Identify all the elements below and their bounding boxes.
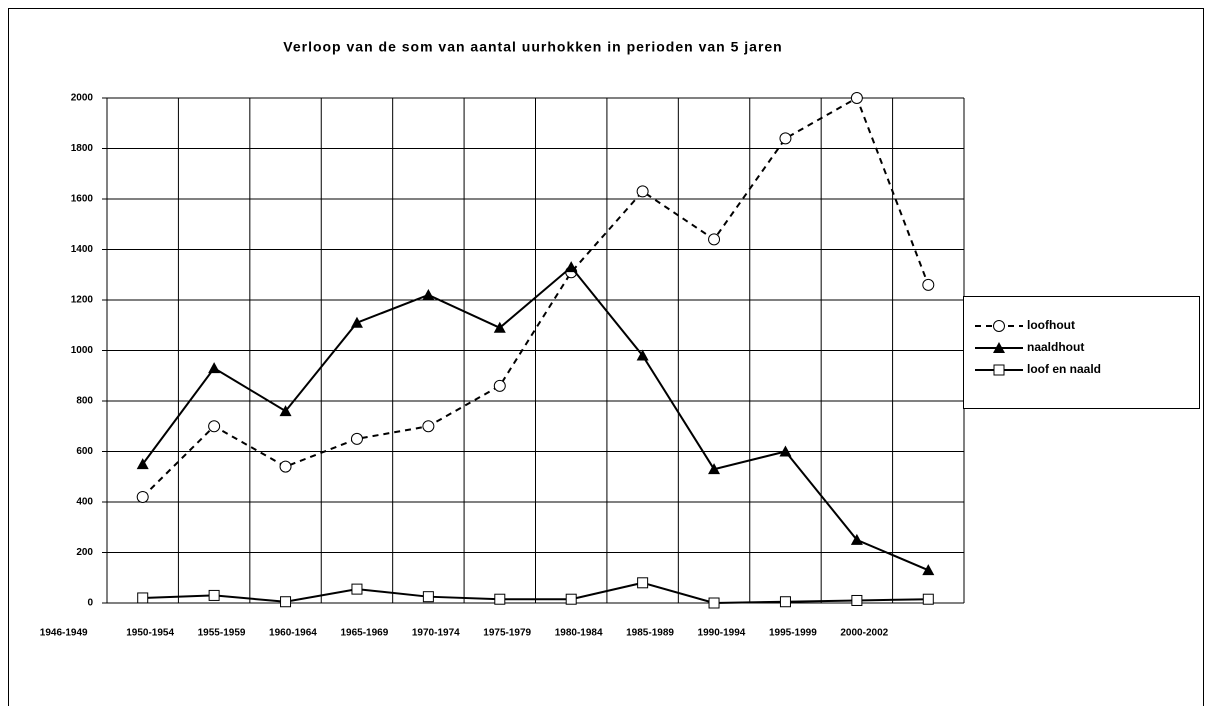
legend-marker [993, 364, 1005, 376]
x-tick-label: 1995-1999 [769, 628, 817, 639]
y-tick-label: 1800 [71, 143, 94, 154]
legend-marker [993, 320, 1005, 332]
point-marker [708, 597, 720, 609]
point-marker [565, 593, 577, 605]
legend-label: loofhout [1027, 318, 1075, 332]
point-marker [850, 92, 863, 104]
point-marker [208, 420, 221, 433]
point-marker [208, 589, 220, 601]
point-marker [493, 321, 506, 333]
x-tick-label: 1965-1969 [340, 628, 388, 639]
x-tick-label: 1980-1984 [555, 628, 603, 639]
x-tick-label: 1985-1989 [626, 628, 674, 639]
point-marker [922, 278, 935, 291]
point-marker [708, 233, 721, 246]
point-marker [779, 596, 791, 608]
point-marker [422, 288, 435, 300]
y-tick-label: 400 [76, 497, 93, 508]
x-tick-label: 1960-1964 [269, 628, 317, 639]
series-line [141, 265, 929, 572]
point-marker [493, 379, 506, 392]
x-tick-label: 1955-1959 [198, 628, 246, 639]
point-marker [350, 432, 363, 445]
legend-marker [993, 342, 1005, 353]
y-tick-label: 200 [76, 547, 93, 558]
point-marker [637, 577, 649, 589]
y-tick-label: 600 [76, 446, 93, 457]
x-tick-label: 1950-1954 [126, 628, 174, 639]
series-line [142, 581, 929, 605]
y-tick-label: 0 [87, 598, 93, 609]
point-marker [494, 593, 506, 605]
point-marker [280, 596, 292, 608]
point-marker [636, 349, 649, 361]
point-marker [851, 594, 863, 606]
point-marker [922, 593, 934, 605]
y-tick-label: 800 [76, 396, 93, 407]
point-marker [279, 405, 292, 417]
legend-label: naaldhout [1027, 340, 1084, 354]
y-tick-label: 1000 [71, 345, 94, 356]
point-marker [351, 583, 363, 595]
point-marker [850, 533, 863, 545]
point-marker [422, 420, 435, 433]
y-tick-label: 1200 [71, 295, 94, 306]
y-tick-label: 1400 [71, 244, 94, 255]
point-marker [565, 261, 578, 273]
y-tick-label: 2000 [71, 93, 94, 104]
point-marker [137, 592, 149, 604]
x-tick-label: 1990-1994 [698, 628, 746, 639]
y-tick-label: 1600 [71, 194, 94, 205]
chart-frame [8, 8, 1204, 706]
chart-title: Verloop van de som van aantal uurhokken … [283, 39, 782, 55]
x-tick-label: 1946-1949 [40, 628, 88, 639]
x-tick-label: 1970-1974 [412, 628, 460, 639]
point-marker [136, 458, 149, 470]
point-marker [136, 490, 149, 503]
point-marker [922, 564, 935, 576]
point-marker [779, 445, 792, 457]
point-marker [708, 463, 721, 475]
x-tick-label: 2000-2002 [840, 628, 888, 639]
point-marker [779, 132, 792, 145]
series-line [142, 96, 930, 498]
legend-label: loof en naald [1027, 362, 1101, 376]
point-marker [422, 591, 434, 603]
x-tick-label: 1975-1979 [483, 628, 531, 639]
point-marker [636, 185, 649, 198]
point-marker [350, 316, 363, 328]
point-marker [208, 362, 221, 374]
point-marker [279, 460, 292, 473]
